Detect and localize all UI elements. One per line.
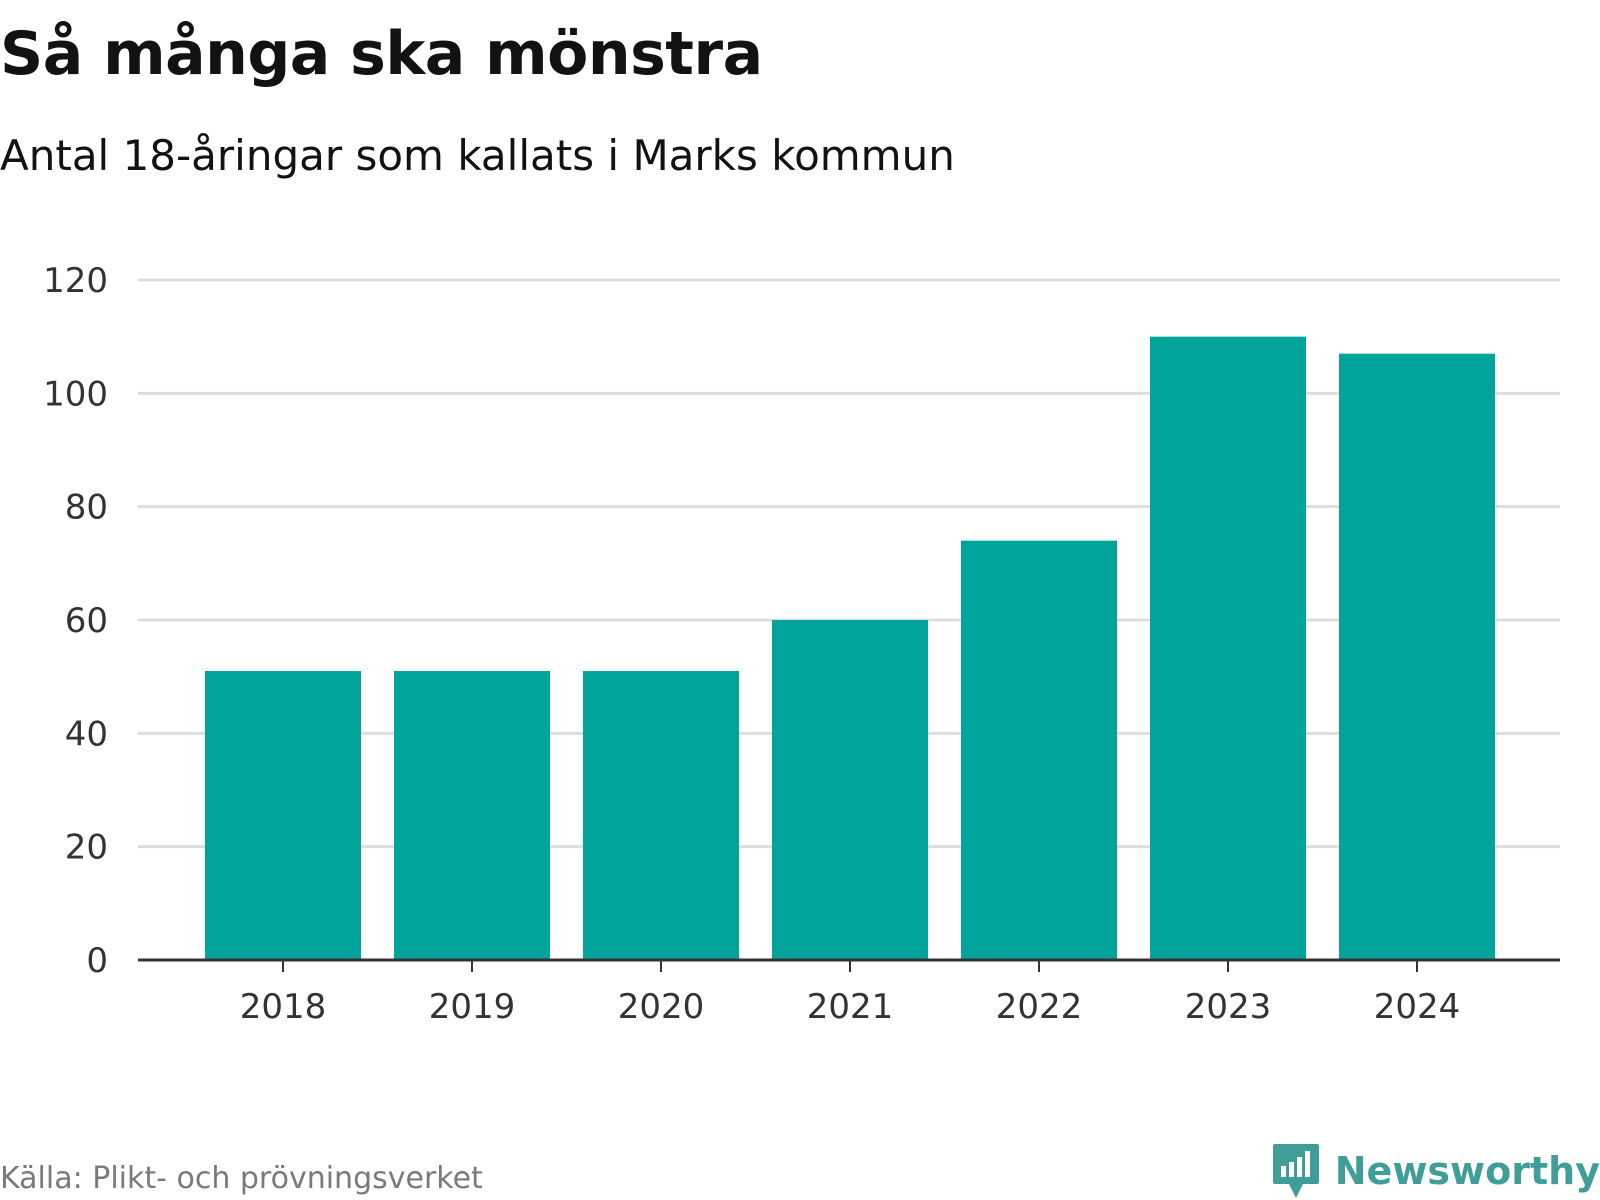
x-axis-ticks: 2018 2019 2020 2021 2022 2023 2024	[240, 987, 1461, 1027]
chart-subtitle: Antal 18-åringar som kallats i Marks kom…	[0, 131, 955, 180]
y-tick-label: 0	[86, 941, 108, 981]
y-tick-label: 60	[65, 601, 108, 641]
x-tick-label: 2023	[1185, 987, 1272, 1027]
y-tick-label: 120	[43, 261, 108, 301]
y-tick-label: 20	[65, 828, 108, 868]
y-axis-ticks: 0 20 40 60 80 100 120	[43, 261, 108, 981]
newsworthy-logo: Newsworthy	[1271, 1142, 1600, 1200]
chart-title: Så många ska mönstra	[0, 19, 763, 89]
x-tick-label: 2021	[807, 987, 894, 1027]
x-tick-label: 2020	[618, 987, 705, 1027]
bar-2019	[394, 671, 550, 960]
bar-2018	[205, 671, 361, 960]
x-axis	[138, 958, 1560, 972]
bar-2022	[961, 540, 1117, 960]
bar-2024	[1339, 353, 1495, 961]
bars	[205, 336, 1495, 961]
x-tick-label: 2022	[996, 987, 1083, 1027]
logo-text: Newsworthy	[1334, 1149, 1600, 1193]
x-tick-label: 2024	[1374, 987, 1461, 1027]
newsworthy-logo-icon	[1272, 1144, 1319, 1198]
y-tick-label: 80	[65, 488, 108, 528]
y-tick-label: 40	[65, 714, 108, 754]
y-tick-label: 100	[43, 374, 108, 414]
bar-2023	[1150, 336, 1306, 961]
source-note: Källa: Plikt- och prövningsverket	[0, 1161, 483, 1196]
x-tick-label: 2019	[429, 987, 516, 1027]
x-tick-label: 2018	[240, 987, 327, 1027]
bar-2021	[772, 620, 928, 960]
bar-chart: 0 20 40 60 80 100 120 2018 2019 2020 2021 2022 2023…	[43, 261, 1560, 1027]
bar-2020	[583, 671, 739, 960]
